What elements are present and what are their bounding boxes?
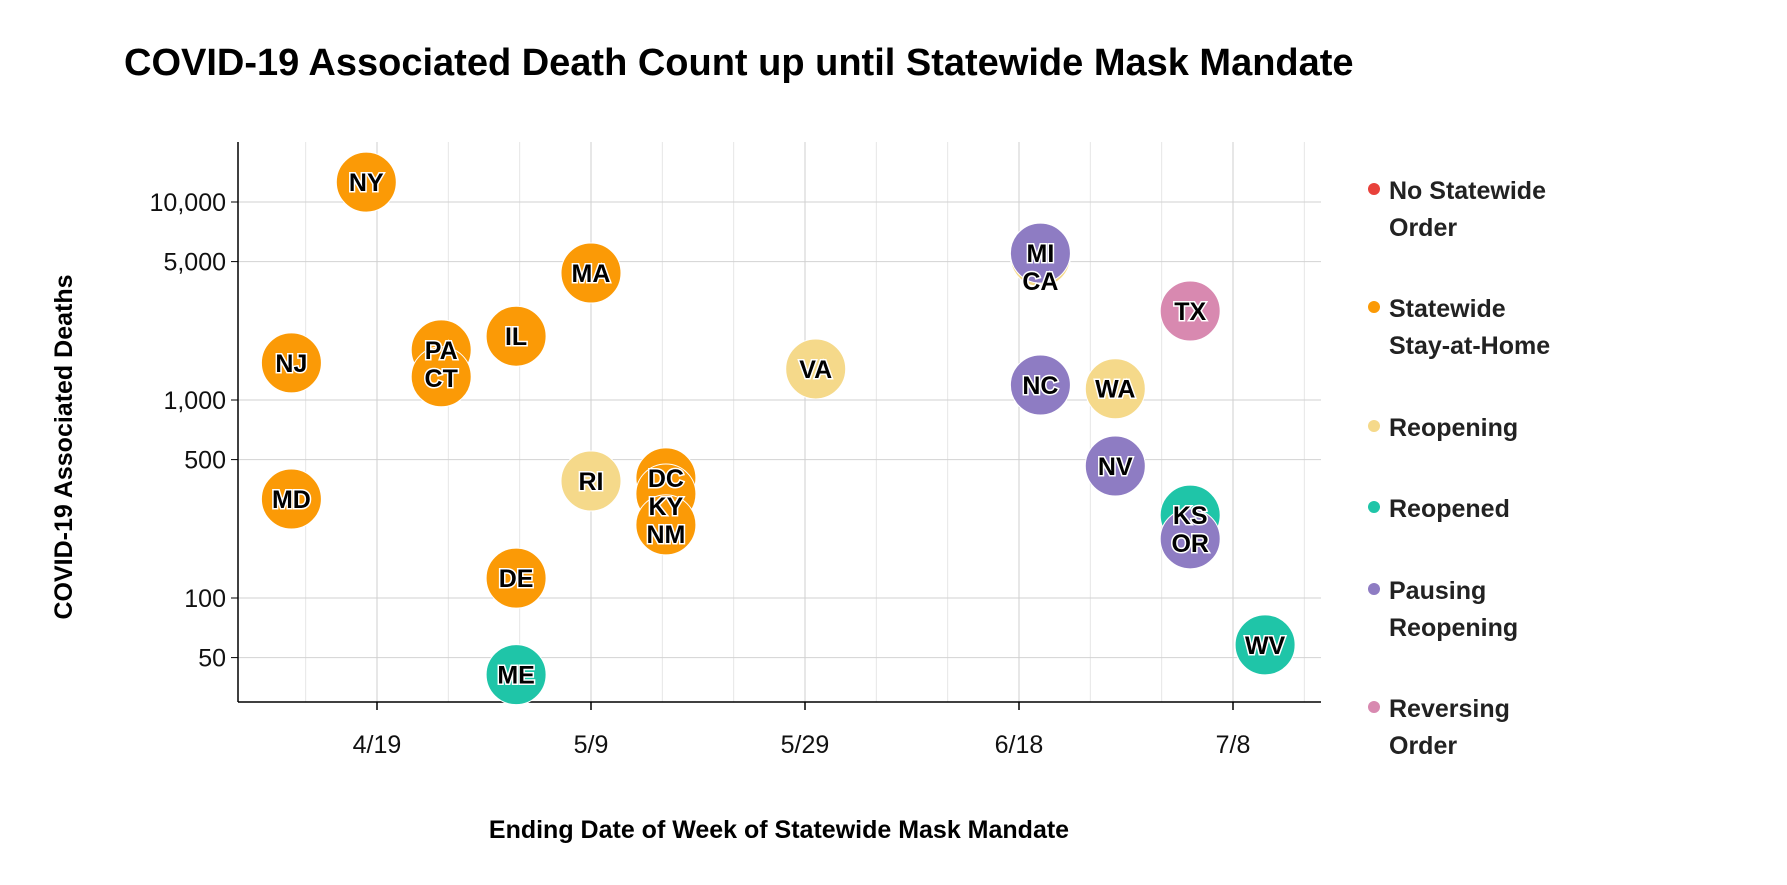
point-label-nm: NM [646,521,685,549]
legend: No Statewide Order Statewide Stay-at-Home Re… [1368,177,1550,760]
point-label-wa: WA [1095,376,1135,404]
legend-item: Reopening [1368,414,1518,442]
point-label-il: IL [505,323,527,351]
legend-label: Reopening [1389,414,1518,442]
point-marker-va [785,338,847,400]
point-label-or: OR [1171,530,1209,558]
point-marker-il [485,305,547,367]
point-label-nc: NC [1022,372,1058,400]
x-tick-label: 5/9 [574,731,609,759]
legend-label: Reversing [1389,695,1510,723]
legend-label: Reopening [1389,614,1518,642]
point-marker-nv [1084,435,1146,497]
y-tick-label: 1,000 [163,387,226,415]
point-marker-ct [410,346,472,408]
data-points [260,151,1296,706]
legend-label: Reopened [1389,495,1510,523]
point-label-dc: DC [648,465,684,493]
legend-label: Order [1389,732,1457,760]
point-marker-nm [635,494,697,556]
y-tick-label: 100 [184,585,226,613]
point-marker-wa [1084,358,1146,420]
legend-item: No Statewide Order [1368,177,1546,242]
point-label-mi: MI [1027,240,1055,268]
legend-dot-icon [1368,501,1380,513]
y-axis-label: COVID-19 Associated Deaths [50,274,78,619]
x-tick-label: 7/8 [1216,731,1251,759]
point-label-ca: CA [1022,268,1058,296]
legend-item: Reopened [1368,495,1510,523]
axes: 10,000 5,000 1,000 500 100 50 4/19 5/9 5/29 6/18 7… [150,142,1321,759]
point-label-nj: NJ [275,350,307,378]
x-tick-label: 5/29 [781,731,830,759]
point-marker-me [485,644,547,706]
point-label-de: DE [499,565,534,593]
point-label-me: ME [497,662,535,690]
y-tick-label: 10,000 [150,189,226,217]
legend-item: Reversing Order [1368,695,1510,760]
legend-label: Statewide [1389,295,1506,323]
point-marker-mi [1009,222,1071,284]
point-label-ky: KY [649,493,684,521]
legend-dot-icon [1368,183,1380,195]
point-label-ma: MA [572,260,611,288]
point-label-ny: NY [349,169,384,197]
y-tick-label: 50 [198,645,226,673]
point-marker-ny [335,151,397,213]
point-marker-md [260,468,322,530]
point-label-wv: WV [1245,632,1286,660]
point-marker-nc [1009,354,1071,416]
point-marker-de [485,547,547,609]
legend-label: Stay-at-Home [1389,332,1550,360]
legend-dot-icon [1368,301,1380,313]
legend-label: Order [1389,214,1457,242]
point-label-nv: NV [1098,453,1133,481]
point-marker-ma [560,242,622,304]
y-tick-label: 500 [184,447,226,475]
point-marker-tx [1159,280,1221,342]
x-tick-label: 4/19 [353,731,402,759]
x-tick-label: 6/18 [995,731,1044,759]
point-marker-ri [560,450,622,512]
point-label-ks: KS [1173,502,1208,530]
point-label-pa: PA [425,337,458,365]
gridlines [238,142,1321,702]
point-marker-or [1159,508,1221,570]
point-label-ri: RI [579,468,604,496]
legend-label: No Statewide [1389,177,1546,205]
point-marker-nj [260,332,322,394]
x-axis-label: Ending Date of Week of Statewide Mask Ma… [489,816,1069,844]
point-label-va: VA [799,356,832,384]
legend-dot-icon [1368,701,1380,713]
legend-item: Pausing Reopening [1368,577,1518,642]
legend-label: Pausing [1389,577,1486,605]
point-label-ct: CT [425,365,458,393]
point-marker-wv [1234,614,1296,676]
point-label-md: MD [272,486,311,514]
y-tick-label: 5,000 [163,249,226,277]
legend-item: Statewide Stay-at-Home [1368,295,1550,360]
point-label-tx: TX [1174,298,1206,326]
legend-dot-icon [1368,583,1380,595]
legend-dot-icon [1368,420,1380,432]
chart-title: COVID-19 Associated Death Count up until… [124,42,1354,84]
